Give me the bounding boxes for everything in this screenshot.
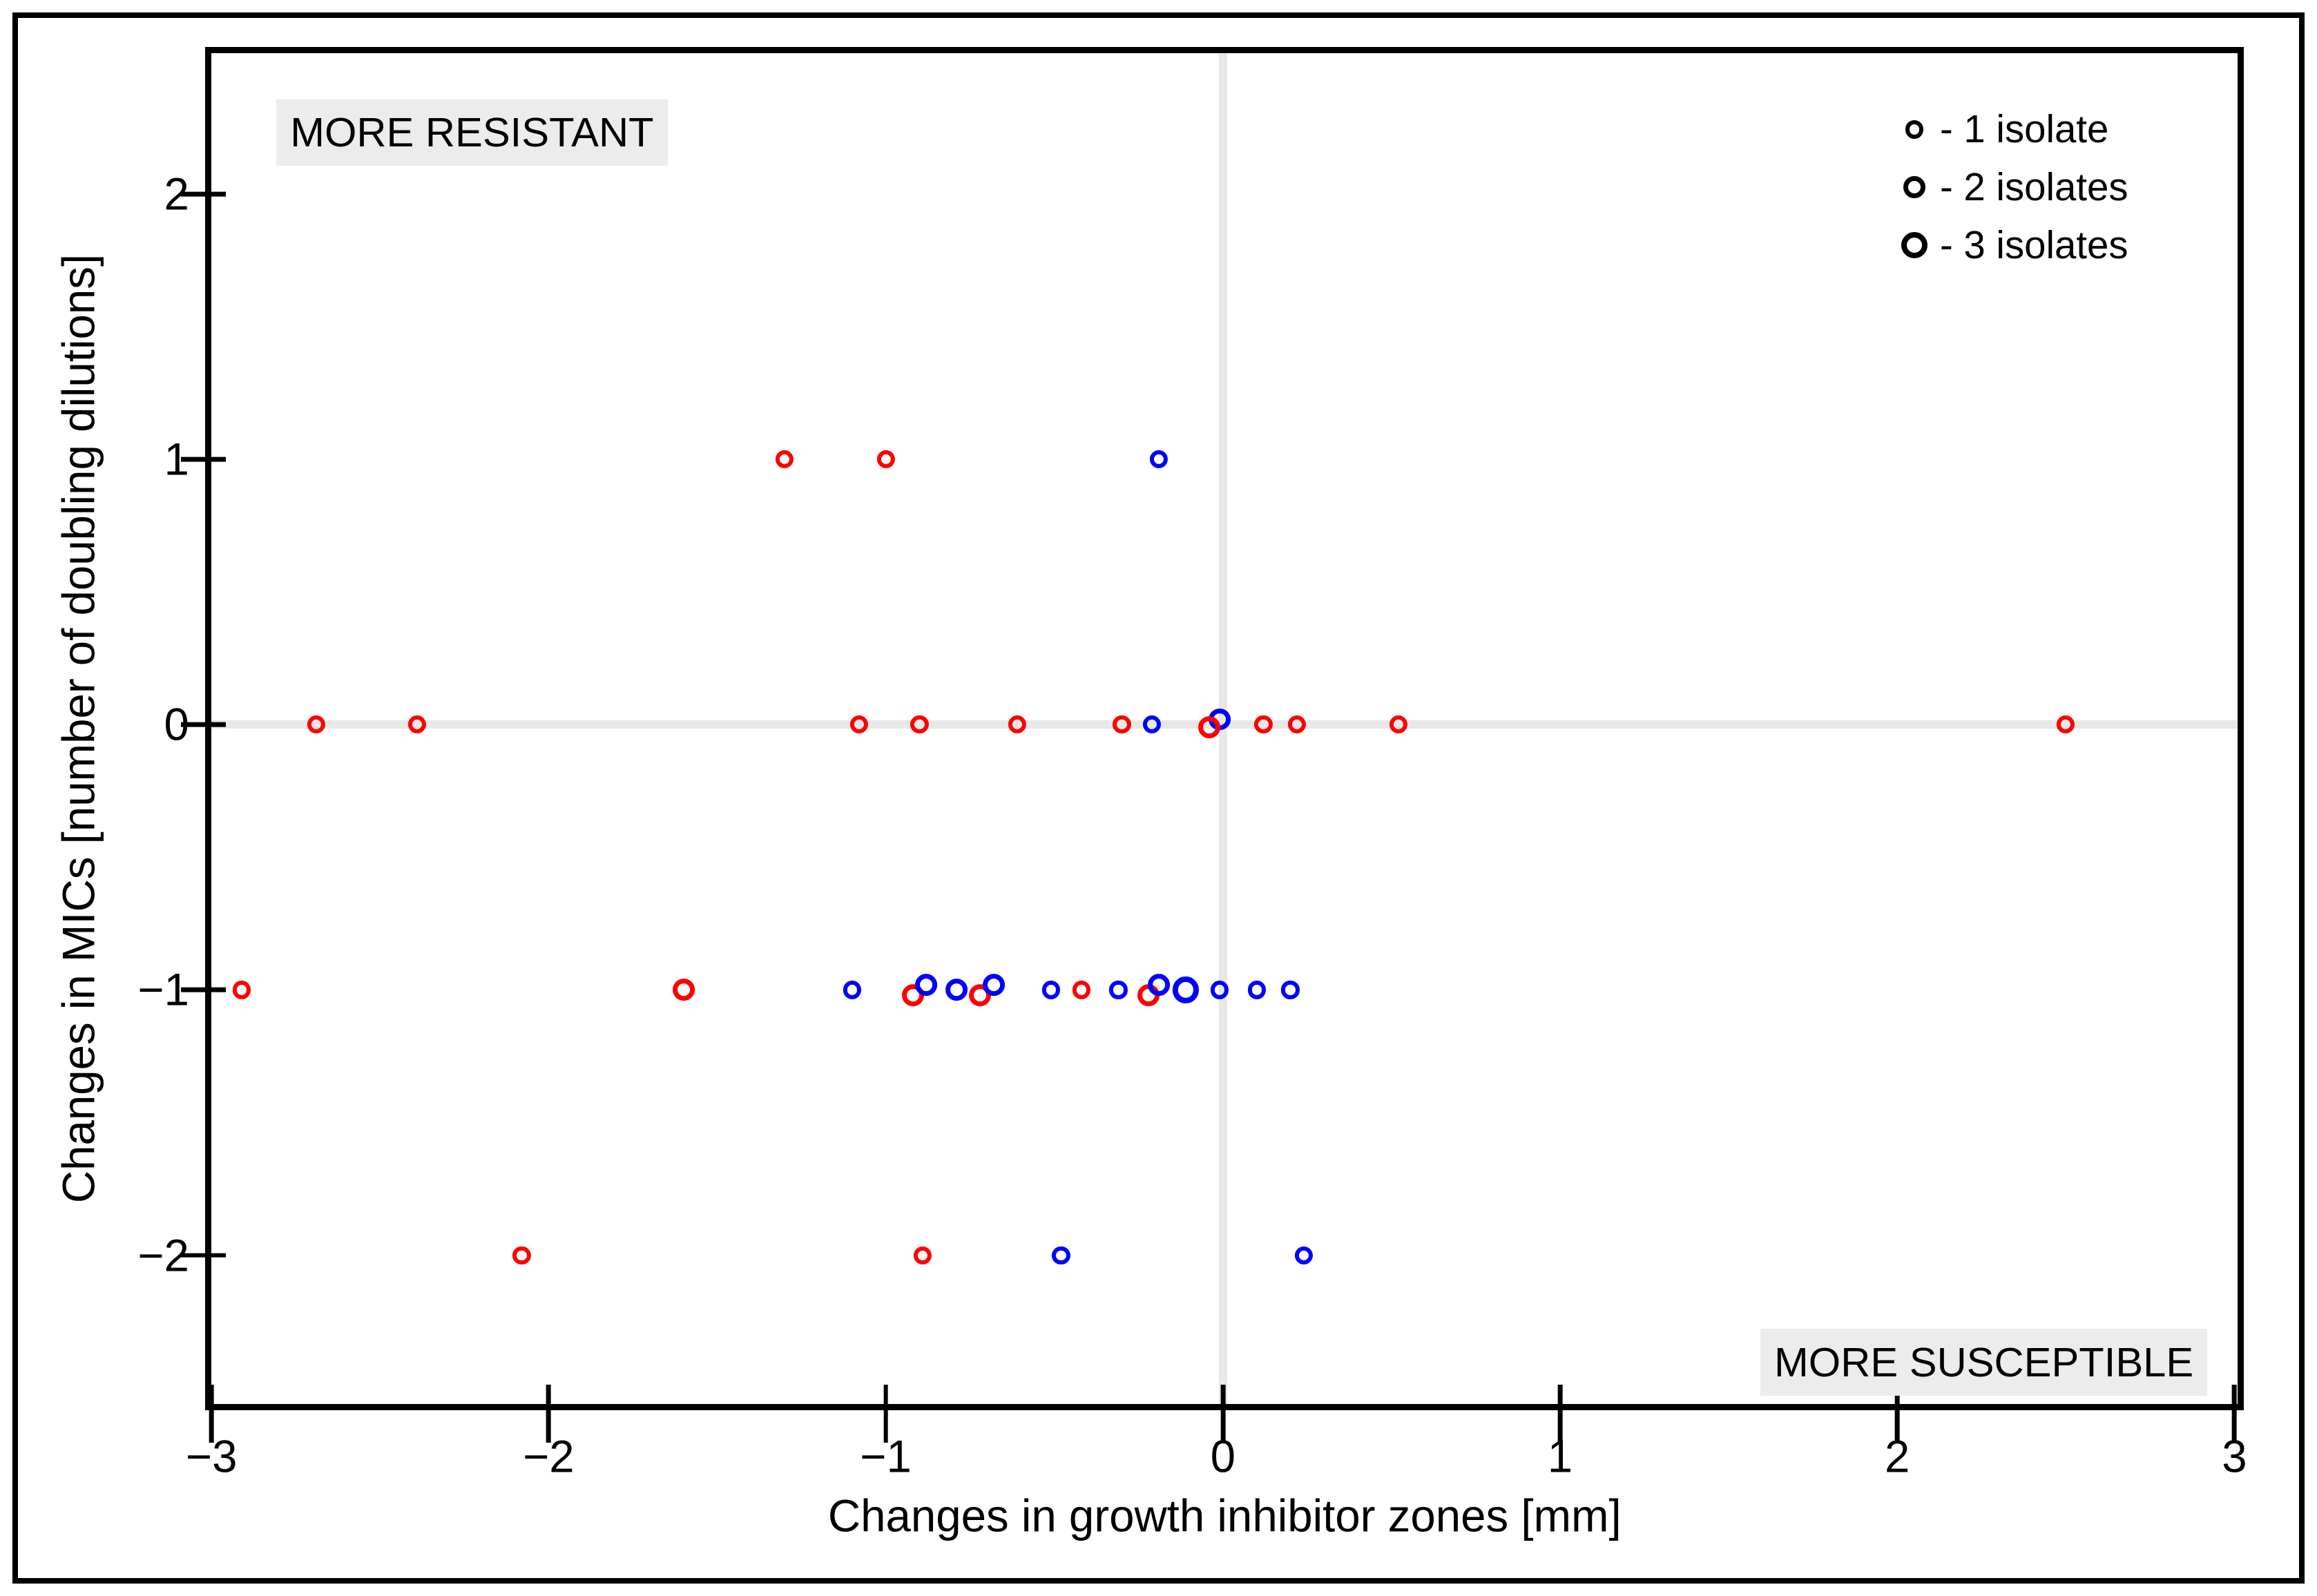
data-point-red xyxy=(1288,715,1307,734)
x-tick xyxy=(209,1385,214,1443)
data-point-red xyxy=(1254,715,1273,734)
y-tick-label: −2 xyxy=(137,1229,189,1280)
data-point-blue xyxy=(1143,715,1162,734)
data-point-red xyxy=(1198,716,1221,739)
x-tick-label: 3 xyxy=(2222,1431,2247,1482)
y-tick xyxy=(181,1253,226,1258)
y-tick-label: 2 xyxy=(164,169,189,220)
data-point-blue xyxy=(1281,981,1300,999)
data-point-red xyxy=(876,450,895,469)
data-point-blue xyxy=(1294,1246,1314,1265)
x-tick xyxy=(883,1385,888,1443)
data-point-blue xyxy=(1109,981,1128,999)
data-point-blue xyxy=(915,973,938,996)
data-point-blue xyxy=(1247,981,1266,999)
x-tick xyxy=(1894,1385,1900,1443)
x-tick xyxy=(1557,1385,1563,1443)
data-point-red xyxy=(969,984,992,1007)
more-resistant-label: MORE RESISTANT xyxy=(276,99,668,166)
more-susceptible-label: MORE SUSCEPTIBLE xyxy=(1760,1329,2208,1396)
data-point-red xyxy=(512,1246,531,1265)
y-tick xyxy=(181,191,226,197)
y-tick xyxy=(181,722,226,727)
legend-label: - 3 isolates xyxy=(1940,223,2128,267)
legend-ring-icon xyxy=(1905,120,1924,139)
data-point-blue xyxy=(1149,450,1169,469)
legend-marker-cell xyxy=(1899,120,1930,139)
data-point-blue xyxy=(843,981,861,999)
data-point-blue xyxy=(982,973,1005,996)
legend-label: - 1 isolate xyxy=(1940,107,2109,151)
x-axis-title: Changes in growth inhibitor zones [mm] xyxy=(827,1490,1622,1541)
x-tick xyxy=(546,1385,551,1443)
y-tick-label: 1 xyxy=(164,434,189,485)
data-point-red xyxy=(1389,715,1407,734)
data-point-red xyxy=(407,715,427,734)
x-tick-label: 0 xyxy=(1210,1431,1236,1482)
data-point-red xyxy=(914,1246,932,1265)
data-point-red xyxy=(776,450,794,469)
data-point-red xyxy=(672,979,695,1001)
x-tick-label: −3 xyxy=(185,1431,238,1482)
y-tick-label: 0 xyxy=(164,699,189,750)
legend-row: - 3 isolates xyxy=(1899,223,2128,267)
legend-label: - 2 isolates xyxy=(1940,165,2128,209)
legend-ring-icon xyxy=(1903,176,1926,199)
x-tick xyxy=(2232,1385,2237,1443)
legend-marker-cell xyxy=(1899,232,1930,259)
y-axis-title: Changes in MICs [number of doubling dilu… xyxy=(53,253,104,1204)
data-point-red xyxy=(910,715,929,734)
x-tick-label: 1 xyxy=(1547,1431,1573,1482)
data-point-red xyxy=(1113,715,1131,734)
data-point-red xyxy=(2057,715,2075,734)
y-tick xyxy=(181,456,226,462)
y-tick-label: −1 xyxy=(137,964,189,1015)
legend: - 1 isolate - 2 isolates - 3 isolates xyxy=(1899,110,2128,265)
legend-row: - 1 isolate xyxy=(1899,110,2128,148)
data-point-red xyxy=(1072,981,1090,999)
legend-ring-icon xyxy=(1901,232,1928,259)
data-point-blue xyxy=(1052,1246,1070,1265)
data-point-red xyxy=(901,984,924,1007)
x-tick-label: −2 xyxy=(523,1431,575,1482)
data-point-blue xyxy=(1210,981,1229,999)
data-point-red xyxy=(233,981,251,999)
x-tick xyxy=(1220,1385,1226,1443)
data-point-red xyxy=(1008,715,1027,734)
legend-row: - 2 isolates xyxy=(1899,165,2128,209)
legend-marker-cell xyxy=(1899,176,1930,199)
data-point-blue xyxy=(1172,977,1200,1003)
data-point-red xyxy=(849,715,868,734)
figure-border: MORE RESISTANT MORE SUSCEPTIBLE - 1 isol… xyxy=(12,12,2305,1584)
data-point-red xyxy=(307,715,325,734)
x-tick-label: −1 xyxy=(860,1431,912,1482)
plot-area: MORE RESISTANT MORE SUSCEPTIBLE - 1 isol… xyxy=(53,47,2247,1539)
x-tick-label: 2 xyxy=(1885,1431,1910,1482)
data-point-blue xyxy=(945,979,968,1001)
data-point-blue xyxy=(1148,973,1170,996)
data-point-blue xyxy=(1041,981,1060,999)
y-tick xyxy=(181,988,226,992)
